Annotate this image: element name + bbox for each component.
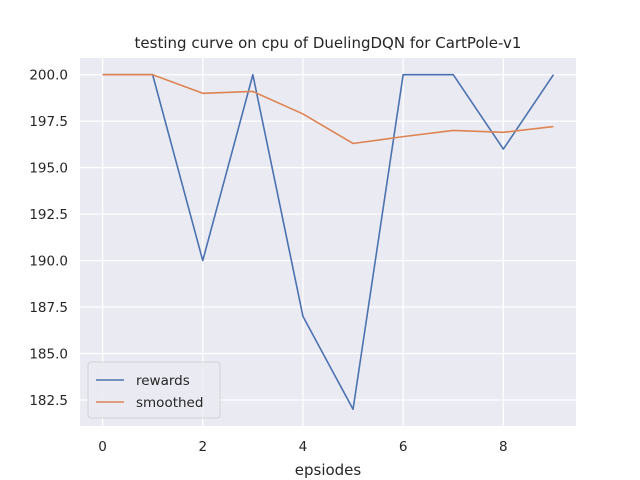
legend: rewards smoothed xyxy=(87,361,221,419)
series-line-smoothed xyxy=(102,73,554,145)
series-lines xyxy=(102,73,555,411)
y-tick-label: 182.5 xyxy=(29,393,68,409)
legend-box xyxy=(87,361,221,419)
x-axis-ticks: 0 2 4 6 8 xyxy=(98,439,507,455)
y-tick-label: 185.0 xyxy=(29,347,68,363)
x-tick-label: 8 xyxy=(499,439,508,455)
legend-label-rewards: rewards xyxy=(136,373,190,389)
chart-title: testing curve on cpu of DuelingDQN for C… xyxy=(135,34,522,52)
x-tick-label: 6 xyxy=(399,439,408,455)
y-tick-label: 192.5 xyxy=(29,207,68,223)
x-axis-label: epsiodes xyxy=(295,461,362,479)
grid-lines xyxy=(80,58,576,426)
x-tick-label: 4 xyxy=(299,439,308,455)
series-line-rewards xyxy=(102,73,555,411)
y-tick-label: 190.0 xyxy=(29,254,68,270)
y-axis-ticks: 182.5 185.0 187.5 190.0 192.5 195.0 197.5 200.0 xyxy=(29,68,68,409)
y-tick-label: 195.0 xyxy=(29,161,68,177)
x-tick-label: 2 xyxy=(198,439,207,455)
y-tick-label: 187.5 xyxy=(29,300,68,316)
x-tick-label: 0 xyxy=(98,439,107,455)
y-tick-label: 197.5 xyxy=(29,114,68,130)
y-tick-label: 200.0 xyxy=(29,68,68,84)
legend-label-smoothed: smoothed xyxy=(136,395,203,411)
